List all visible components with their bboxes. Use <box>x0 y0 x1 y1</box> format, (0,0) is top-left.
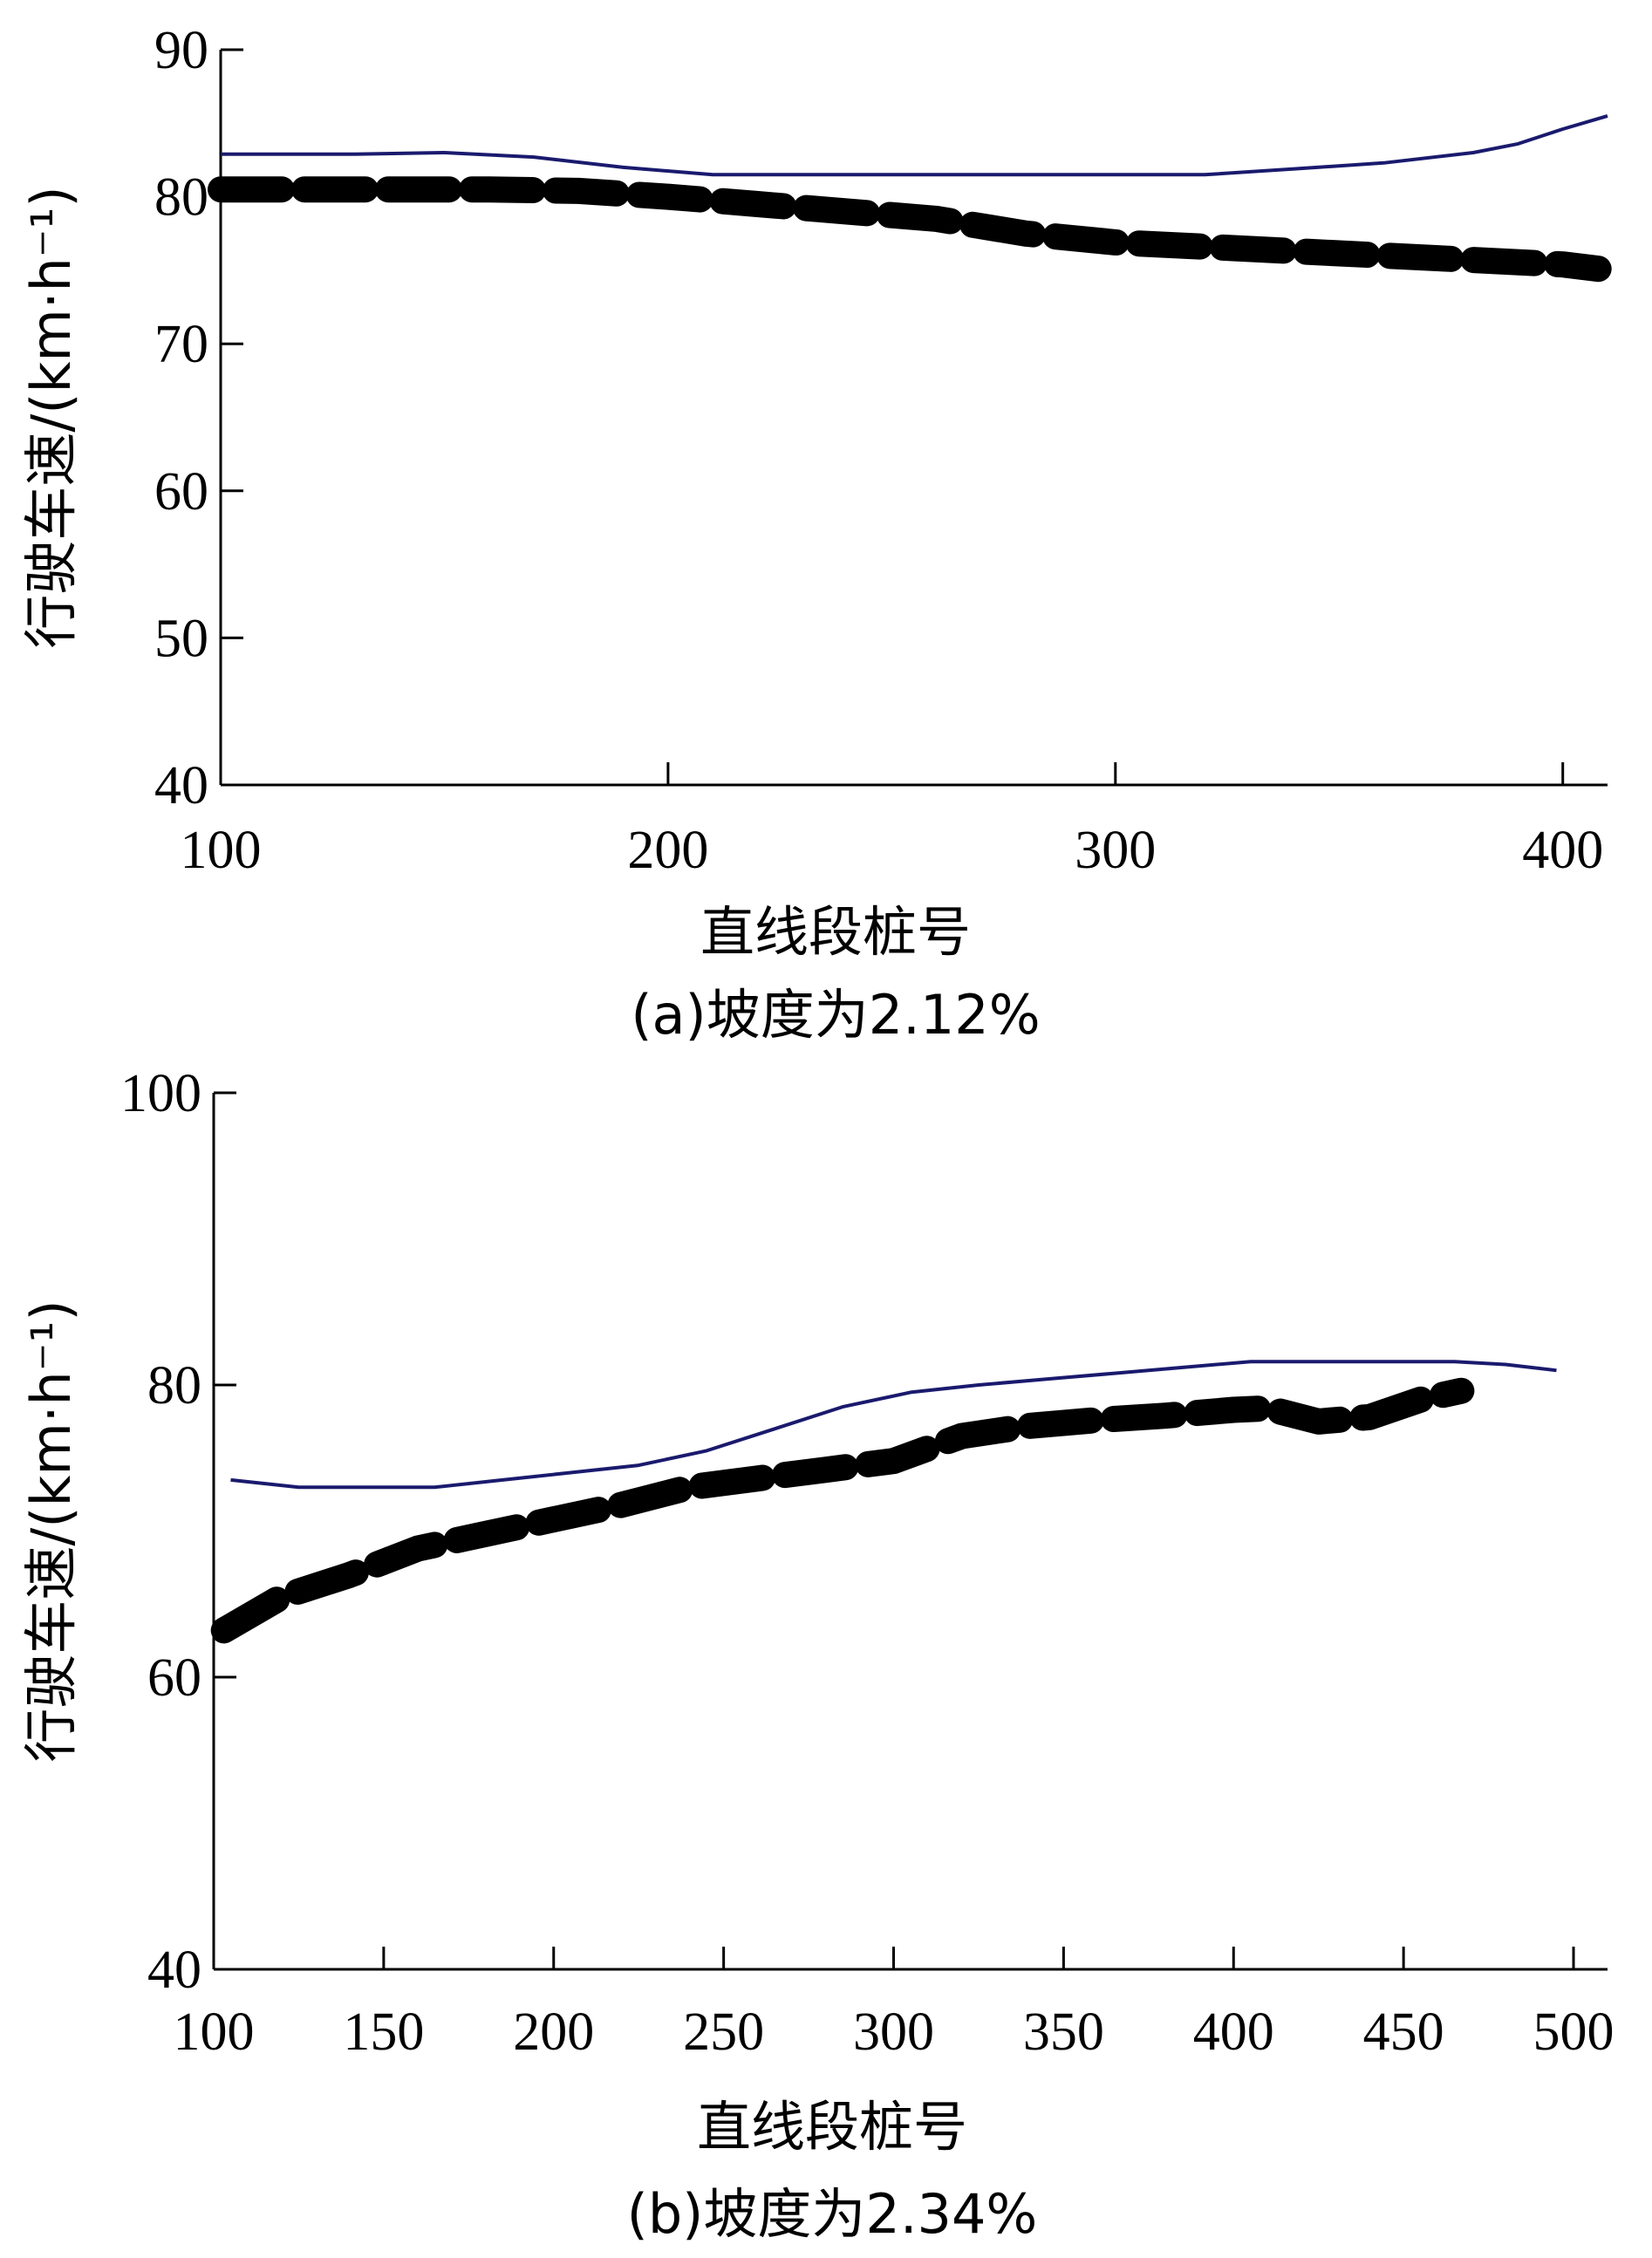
y-tick-label: 100 <box>120 1064 201 1123</box>
x-tick-label: 400 <box>1193 2002 1274 2062</box>
y-tick-label: 70 <box>154 315 208 374</box>
x-tick-label: 500 <box>1533 2002 1614 2062</box>
chart-panel-a: 40 50 60 70 80 90 100 200 300 400 直线段桩号 行驶车速/(km·h⁻… <box>19 21 1612 1047</box>
series-line-dashed <box>208 176 1612 283</box>
x-axis-title: 直线段桩号 <box>697 2095 967 2159</box>
series-line-solid <box>221 113 1608 177</box>
x-tick-label: 250 <box>683 2002 764 2062</box>
x-tick-label: 300 <box>853 2002 934 2062</box>
x-axis-title: 直线段桩号 <box>700 900 971 964</box>
x-tick-label: 200 <box>513 2002 594 2062</box>
y-axis-title: 行驶车速/(km·h⁻¹) <box>19 186 83 648</box>
y-tick-label: 60 <box>147 1648 201 1708</box>
chart-panel-b: 40 60 80 100 100 150 200 250 300 350 400 450 500 直线段桩… <box>19 1064 1614 2246</box>
y-tick-label: 90 <box>154 21 208 80</box>
panel-caption: (a)坡度为2.12% <box>631 983 1040 1047</box>
x-tick-label: 300 <box>1075 821 1156 880</box>
x-tick-label: 450 <box>1363 2002 1444 2062</box>
x-tick-label: 400 <box>1522 821 1603 880</box>
series-line-solid <box>230 1360 1557 1490</box>
x-tick-label: 150 <box>343 2002 424 2062</box>
y-axis-title: 行驶车速/(km·h⁻¹) <box>19 1300 83 1762</box>
x-tick-label: 350 <box>1023 2002 1104 2062</box>
y-tick-label: 50 <box>154 609 208 668</box>
panel-caption: (b)坡度为2.34% <box>627 2182 1038 2246</box>
x-tick-label: 200 <box>627 821 708 880</box>
y-tick-label: 80 <box>147 1356 201 1416</box>
y-tick-label: 60 <box>154 462 208 522</box>
y-tick-label: 80 <box>154 168 208 228</box>
y-tick-label: 40 <box>154 756 208 815</box>
y-tick-label: 40 <box>147 1941 201 2000</box>
series-line-dashed <box>210 1377 1475 1644</box>
x-tick-label: 100 <box>174 2002 255 2062</box>
x-tick-label: 100 <box>181 821 262 880</box>
